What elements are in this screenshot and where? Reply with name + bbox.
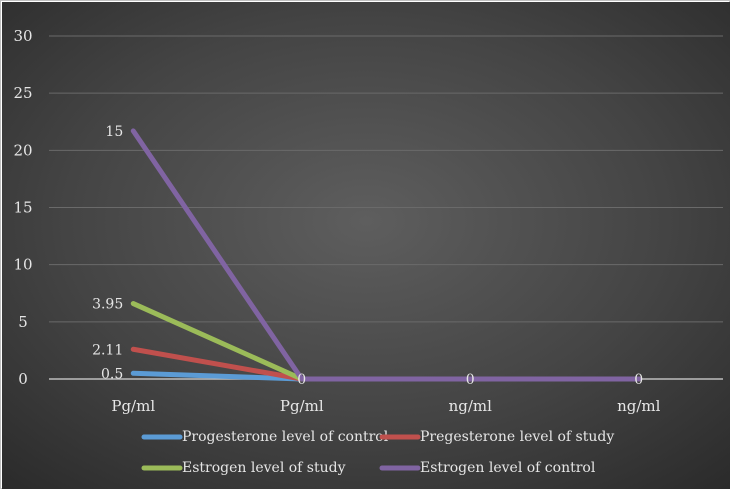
legend-entry: Progesterone level of control (182, 429, 389, 445)
x-axis-categories: Pg/ml Pg/ml ng/ml ng/ml (111, 397, 660, 415)
data-label: 2.11 (92, 342, 123, 358)
x-category-label: Pg/ml (111, 397, 155, 415)
data-label: 0 (466, 372, 475, 388)
series-line (130, 128, 642, 382)
y-tick-label: 5 (18, 313, 28, 331)
series-lines (130, 128, 642, 382)
y-tick-label: 20 (13, 141, 32, 159)
legend: Progesterone level of control Pregesteron… (141, 429, 614, 476)
legend-entry: Estrogen level of control (420, 460, 596, 476)
data-label: 3.95 (92, 297, 123, 313)
data-label: 0.5 (101, 366, 123, 382)
y-tick-label: 10 (13, 256, 32, 274)
legend-entry: Estrogen level of study (182, 460, 346, 476)
y-tick-label: 30 (13, 27, 32, 45)
legend-entry: Pregesterone level of study (420, 429, 614, 445)
y-axis-ticks: 0 5 10 15 20 25 30 (13, 27, 32, 388)
y-tick-label: 0 (18, 370, 28, 388)
x-category-label: ng/ml (617, 397, 661, 415)
x-category-label: Pg/ml (280, 397, 324, 415)
y-tick-label: 25 (13, 84, 32, 102)
y-tick-label: 15 (13, 199, 32, 217)
data-labels: 0.5 2.11 3.95 15 0 0 0 (92, 124, 643, 388)
data-label: 0 (634, 372, 643, 388)
x-category-label: ng/ml (449, 397, 493, 415)
data-label: 15 (105, 124, 123, 140)
data-label: 0 (297, 372, 306, 388)
